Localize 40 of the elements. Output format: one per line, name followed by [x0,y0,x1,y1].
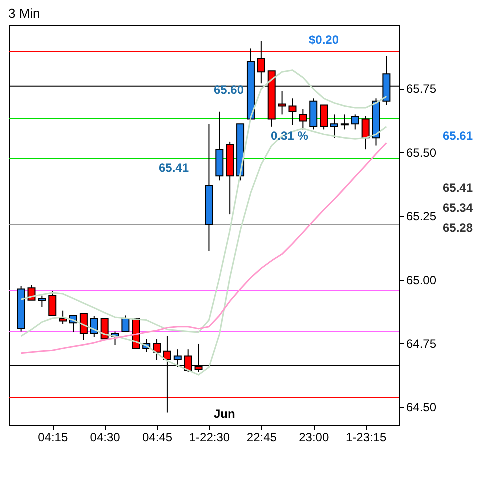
y-tick-label: 65.25 [406,210,437,224]
x-tick-label: 1-22:30 [189,430,230,444]
chart-title: 3 Min [8,6,40,21]
y-tick-label: 64.75 [406,336,437,351]
y-tick-label: 65.75 [406,82,437,96]
annotation: 65.41 [159,161,190,175]
text: 65.61 [443,129,474,143]
y-tick-label: 64.50 [406,400,437,415]
text: 65.28 [443,221,474,235]
candlestick [288,98,297,126]
annotation: Jun [214,407,236,421]
candlestick [362,116,370,150]
text: 65.41 [443,181,474,195]
y-tick-label: 65.00 [406,273,437,288]
candlestick [122,315,130,332]
candlestick [278,90,286,116]
candlestick [330,114,338,139]
candlestick [351,114,360,130]
text: 65.34 [443,201,474,215]
candlestick [48,290,57,316]
candlestick [299,108,308,130]
candlestick [174,349,182,368]
x-tick-label: 22:45 [246,430,278,444]
x-tick-label: 23:00 [299,430,330,444]
x-tick-label: 04:15 [38,430,68,444]
x-tick-label: 1-23:15 [346,430,387,444]
candlestick [320,104,328,130]
x-tick-label: 04:30 [90,430,121,444]
annotation: 0.31 % [271,129,309,143]
annotation: 65.60 [214,83,244,97]
y-tick-label: 65.50 [406,146,437,160]
candlestick [38,295,46,308]
annotation: $0.20 [309,33,340,47]
candlestick [100,318,109,340]
candlestick [90,316,98,338]
candlestick [80,313,88,341]
candlestick [59,310,68,325]
candlestick [153,338,162,361]
x-tick-label: 04:45 [142,430,173,444]
candlestick [340,114,349,130]
